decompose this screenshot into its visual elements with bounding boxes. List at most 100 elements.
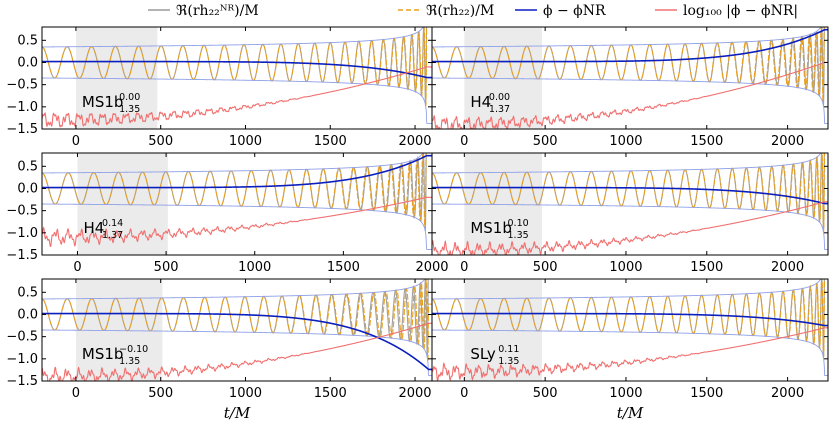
plot-area <box>42 153 432 255</box>
legend-label: ϕ − ϕNR <box>543 3 606 19</box>
log-phase-difference-line <box>42 66 432 128</box>
legend: ℜ(rh₂₂ᴺᴿ)/M ℜ(rh₂₂)/M ϕ − ϕNR log₁₀₀ |ϕ − ϕ… <box>148 3 798 19</box>
panel-label-superscript: 0.14 <box>102 218 123 229</box>
x-tick-label: 500 <box>533 386 558 401</box>
x-tick-label: 500 <box>148 134 173 149</box>
panel-label-subscript: 1.35 <box>498 356 519 367</box>
panel-right-top: 0 500 1000 1500 2000 H40.001.37 <box>431 26 829 149</box>
panel-left-top: 0.5 0.0 −0.5 −1.0 −1.5 0 500 1000 1500 2000 MS1b0.… <box>6 26 433 149</box>
lower-envelope-line <box>432 329 828 376</box>
x-tick-label: 500 <box>154 260 179 275</box>
phase-difference-line <box>42 154 432 189</box>
y-tick-label: −0.5 <box>6 204 38 219</box>
x-tick-label: 0 <box>460 260 468 275</box>
x-tick-label: 0 <box>460 386 468 401</box>
panel-left-middle: 0.5 0.0 −0.5 −1.0 −1.5 0 500 1000 1500 2000 H40.14… <box>6 152 449 275</box>
panel-label-superscript: 0.10 <box>508 218 529 229</box>
x-axis-label: t/M <box>617 404 644 422</box>
x-tick-label: 500 <box>533 260 558 275</box>
plot-frame <box>431 278 829 382</box>
y-tick-label: −1.5 <box>6 122 38 137</box>
panel-label-subscript: 1.37 <box>489 104 510 115</box>
phase-difference-line <box>432 186 828 205</box>
eob-waveform-line <box>432 153 826 232</box>
phase-difference-line <box>42 60 432 79</box>
x-tick-label: 1000 <box>609 134 642 149</box>
panel-label-superscript: −0.10 <box>119 344 148 355</box>
y-tick-label: 0.5 <box>17 33 38 48</box>
upper-envelope-line <box>432 279 822 300</box>
x-tick-label: 1500 <box>690 134 723 149</box>
x-tick-label: 2000 <box>771 134 804 149</box>
x-tick-label: 2000 <box>415 260 448 275</box>
y-tick-label: −1.5 <box>6 248 38 263</box>
panel-label: MS1b <box>470 219 512 237</box>
plot-area <box>42 279 432 381</box>
panel-label-superscript: 0.00 <box>489 92 510 103</box>
y-tick-label: 0.5 <box>17 159 38 174</box>
plot-frame <box>431 152 829 256</box>
panel-label: MS1b <box>82 93 124 111</box>
phase-difference-line <box>432 312 828 327</box>
x-tick-label: 500 <box>148 386 173 401</box>
x-tick-label: 0 <box>73 260 81 275</box>
y-tick-label: −1.0 <box>6 352 38 367</box>
log-phase-difference-line <box>432 201 828 255</box>
legend-label: log₁₀₀ |ϕ − ϕNR| <box>683 3 798 19</box>
panel-label: MS1b <box>82 345 124 363</box>
panel-label-superscript: 0.11 <box>498 344 519 355</box>
x-tick-label: 1500 <box>327 260 360 275</box>
panel-label: H4 <box>83 219 104 237</box>
upper-envelope-line <box>432 153 822 174</box>
x-tick-label: 0 <box>460 134 468 149</box>
plot-frame <box>431 26 829 130</box>
panel-label: H4 <box>470 93 491 111</box>
plot-area <box>432 153 828 255</box>
panel-label-subscript: 1.35 <box>119 104 140 115</box>
x-tick-label: 1500 <box>314 134 347 149</box>
panel-label-subscript: 1.37 <box>102 230 123 241</box>
plot-area <box>432 279 828 381</box>
panel-label-subscript: 1.35 <box>508 230 529 241</box>
x-axis-label: t/M <box>224 404 251 422</box>
x-tick-label: 2000 <box>771 386 804 401</box>
y-tick-label: −0.5 <box>6 330 38 345</box>
upper-envelope-line <box>42 27 424 48</box>
log-phase-difference-line <box>42 196 432 248</box>
panel-label-subscript: 1.35 <box>119 356 140 367</box>
upper-envelope-line <box>432 27 822 48</box>
y-tick-label: −0.5 <box>6 78 38 93</box>
legend-label: ℜ(rh₂₂ᴺᴿ)/M <box>176 3 259 19</box>
log-phase-difference-line <box>42 322 432 381</box>
x-tick-label: 1500 <box>314 386 347 401</box>
x-tick-label: 1000 <box>229 386 262 401</box>
upper-envelope-line <box>42 153 424 174</box>
x-tick-label: 1500 <box>690 386 723 401</box>
legend-label: ℜ(rh₂₂)/M <box>426 3 494 19</box>
log-phase-difference-line <box>432 61 828 129</box>
y-tick-label: −1.0 <box>6 100 38 115</box>
panel-label-superscript: 0.00 <box>119 92 140 103</box>
x-tick-label: 1000 <box>238 260 271 275</box>
x-tick-label: 0 <box>72 386 80 401</box>
x-tick-label: 0 <box>72 134 80 149</box>
x-tick-label: 1000 <box>609 260 642 275</box>
phase-difference-line <box>432 28 828 63</box>
phase-difference-line <box>42 312 432 371</box>
y-tick-label: 0.0 <box>17 307 38 322</box>
panel-right-bottom: 0 500 1000 1500 2000 SLy 0.111.35 <box>431 278 829 401</box>
plot-area <box>432 27 828 129</box>
lower-envelope-line <box>42 329 432 376</box>
x-tick-label: 1000 <box>609 386 642 401</box>
y-tick-label: −1.0 <box>6 226 38 241</box>
eob-waveform-line <box>432 279 825 359</box>
eob-waveform-line <box>432 27 825 104</box>
y-tick-label: 0.0 <box>17 181 38 196</box>
y-tick-label: −1.5 <box>6 374 38 389</box>
x-tick-label: 1500 <box>690 260 723 275</box>
y-tick-label: 0.0 <box>17 55 38 70</box>
x-tick-label: 2000 <box>398 134 431 149</box>
log-phase-difference-line <box>432 327 828 381</box>
x-tick-label: 2000 <box>771 260 804 275</box>
